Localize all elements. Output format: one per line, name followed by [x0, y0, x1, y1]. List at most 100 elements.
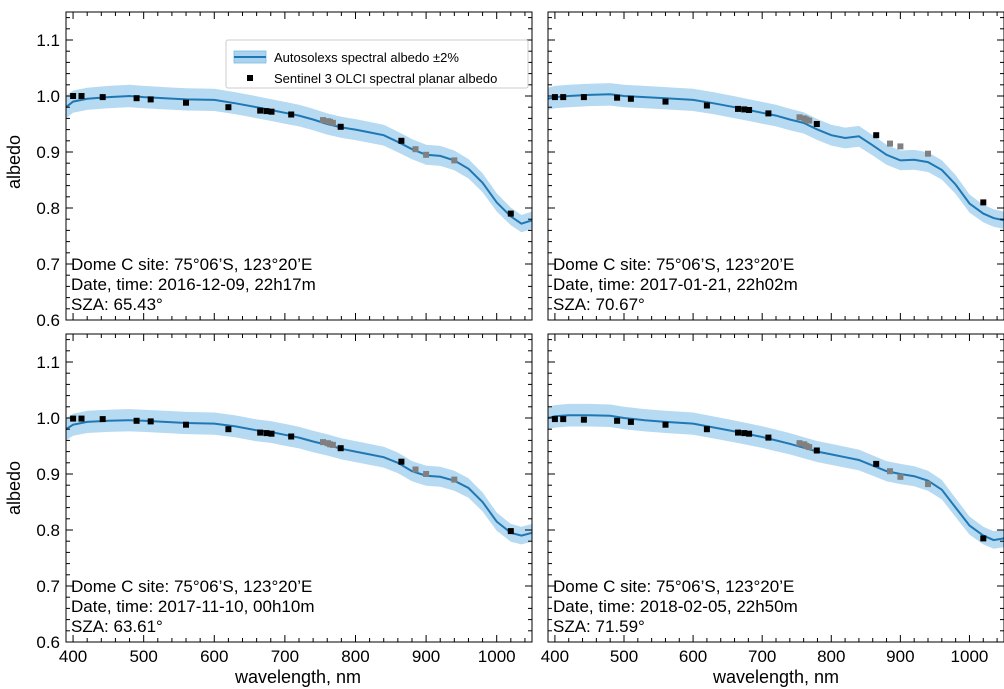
- olci-point: [412, 466, 419, 473]
- y-tick-label: 1.0: [36, 87, 60, 106]
- albedo-band: [66, 409, 532, 545]
- olci-point: [225, 426, 232, 433]
- y-tick-label: 0.6: [36, 633, 60, 652]
- olci-point: [99, 416, 106, 423]
- olci-point: [337, 445, 344, 452]
- olci-point: [897, 473, 904, 480]
- x-tick-label: 600: [200, 647, 228, 666]
- olci-point: [288, 111, 295, 118]
- olci-point: [78, 93, 85, 99]
- olci-point: [873, 460, 880, 467]
- olci-point: [183, 421, 189, 428]
- x-tick-label: 400: [59, 647, 87, 666]
- olci-point: [337, 123, 344, 130]
- olci-point: [263, 108, 270, 115]
- olci-point: [765, 434, 772, 441]
- legend-points-label: Sentinel 3 OLCI spectral planar albedo: [274, 71, 497, 86]
- x-tick-label: 800: [341, 647, 369, 666]
- olci-point: [263, 430, 270, 437]
- y-axis-title-bottom: albedo: [4, 461, 24, 515]
- panel-annotation: SZA: 65.43°: [71, 295, 163, 314]
- olci-point: [746, 107, 753, 113]
- olci-point: [551, 416, 558, 423]
- albedo-line: [548, 93, 1004, 222]
- olci-point: [580, 416, 587, 423]
- olci-point: [887, 140, 893, 147]
- olci-point: [627, 418, 634, 425]
- olci-point: [225, 104, 232, 111]
- olci-point: [703, 426, 710, 433]
- x-axis-title-left: wavelength, nm: [234, 667, 361, 687]
- olci-point: [423, 471, 430, 477]
- olci-point: [257, 107, 264, 114]
- olci-point: [980, 199, 987, 206]
- legend-point-swatch: [247, 75, 253, 81]
- panel-annotation: SZA: 63.61°: [71, 617, 163, 636]
- olci-point: [451, 157, 458, 164]
- x-tick-label: 700: [748, 647, 776, 666]
- olci-point: [627, 95, 634, 102]
- olci-point: [133, 95, 140, 102]
- olci-point: [78, 415, 85, 422]
- olci-point: [329, 119, 336, 126]
- olci-point: [412, 146, 419, 153]
- olci-point: [398, 458, 405, 465]
- olci-point: [925, 150, 931, 157]
- legend-box: [225, 39, 529, 89]
- olci-point: [257, 429, 264, 436]
- olci-point: [398, 137, 405, 144]
- olci-point: [451, 476, 458, 483]
- olci-point: [813, 447, 820, 454]
- olci-point: [806, 444, 813, 451]
- olci-point: [796, 440, 803, 447]
- olci-point: [288, 433, 295, 440]
- olci-point: [765, 110, 772, 117]
- olci-point: [662, 98, 669, 105]
- panel-annotation: Date, time: 2016-12-09, 22h17m: [71, 275, 316, 294]
- olci-point: [614, 94, 621, 101]
- olci-point: [897, 143, 904, 150]
- olci-point: [741, 430, 748, 437]
- legend: Autosolexs spectral albedo ±2% Sentinel …: [225, 39, 529, 89]
- olci-point: [268, 108, 275, 115]
- x-tick-label: 600: [679, 647, 707, 666]
- olci-point: [99, 94, 106, 101]
- panel-annotation: Date, time: 2017-01-21, 22h02m: [553, 275, 798, 294]
- panel-annotation: Dome C site: 75°06’S, 123°20’E: [553, 255, 794, 274]
- olci-point: [925, 481, 931, 488]
- x-tick-label: 1000: [478, 647, 516, 666]
- olci-point: [320, 439, 326, 446]
- plot-area: [66, 84, 532, 233]
- y-tick-label: 0.8: [36, 199, 60, 218]
- olci-point: [735, 429, 741, 436]
- olci-point: [746, 430, 753, 437]
- panel-annotation: Dome C site: 75°06’S, 123°20’E: [71, 255, 312, 274]
- olci-point: [735, 105, 741, 112]
- olci-point: [133, 417, 140, 424]
- x-tick-label: 400: [541, 647, 569, 666]
- y-tick-label: 0.9: [36, 465, 60, 484]
- olci-point: [147, 418, 154, 425]
- panel-4: 400 500 600 700 800 900 1000 Dome C site: 75°06…: [541, 333, 1004, 666]
- plot-area: [548, 83, 1004, 229]
- olci-point: [183, 99, 189, 106]
- olci-point: [614, 417, 621, 424]
- olci-point: [980, 535, 987, 542]
- y-tick-label: 1.1: [36, 353, 60, 372]
- olci-point: [662, 421, 669, 428]
- panel-1: 0.6 0.7 0.8 0.9 1.0 1.1 Dome C site: 75°06’S, …: [36, 11, 533, 330]
- panel-annotation: Dome C site: 75°06’S, 123°20’E: [553, 577, 794, 596]
- y-tick-label: 0.6: [36, 311, 60, 330]
- olci-point: [560, 94, 567, 101]
- panel-annotation: Date, time: 2017-11-10, 00h10m: [71, 597, 315, 616]
- olci-point: [580, 94, 587, 101]
- x-tick-label: 900: [886, 647, 914, 666]
- olci-point: [796, 114, 803, 121]
- olci-point: [560, 416, 567, 423]
- olci-point: [741, 106, 748, 113]
- y-tick-label: 1.0: [36, 409, 60, 428]
- olci-point: [70, 415, 77, 422]
- olci-point: [329, 441, 336, 448]
- olci-point: [70, 93, 77, 99]
- y-axis-title-top: albedo: [4, 135, 24, 189]
